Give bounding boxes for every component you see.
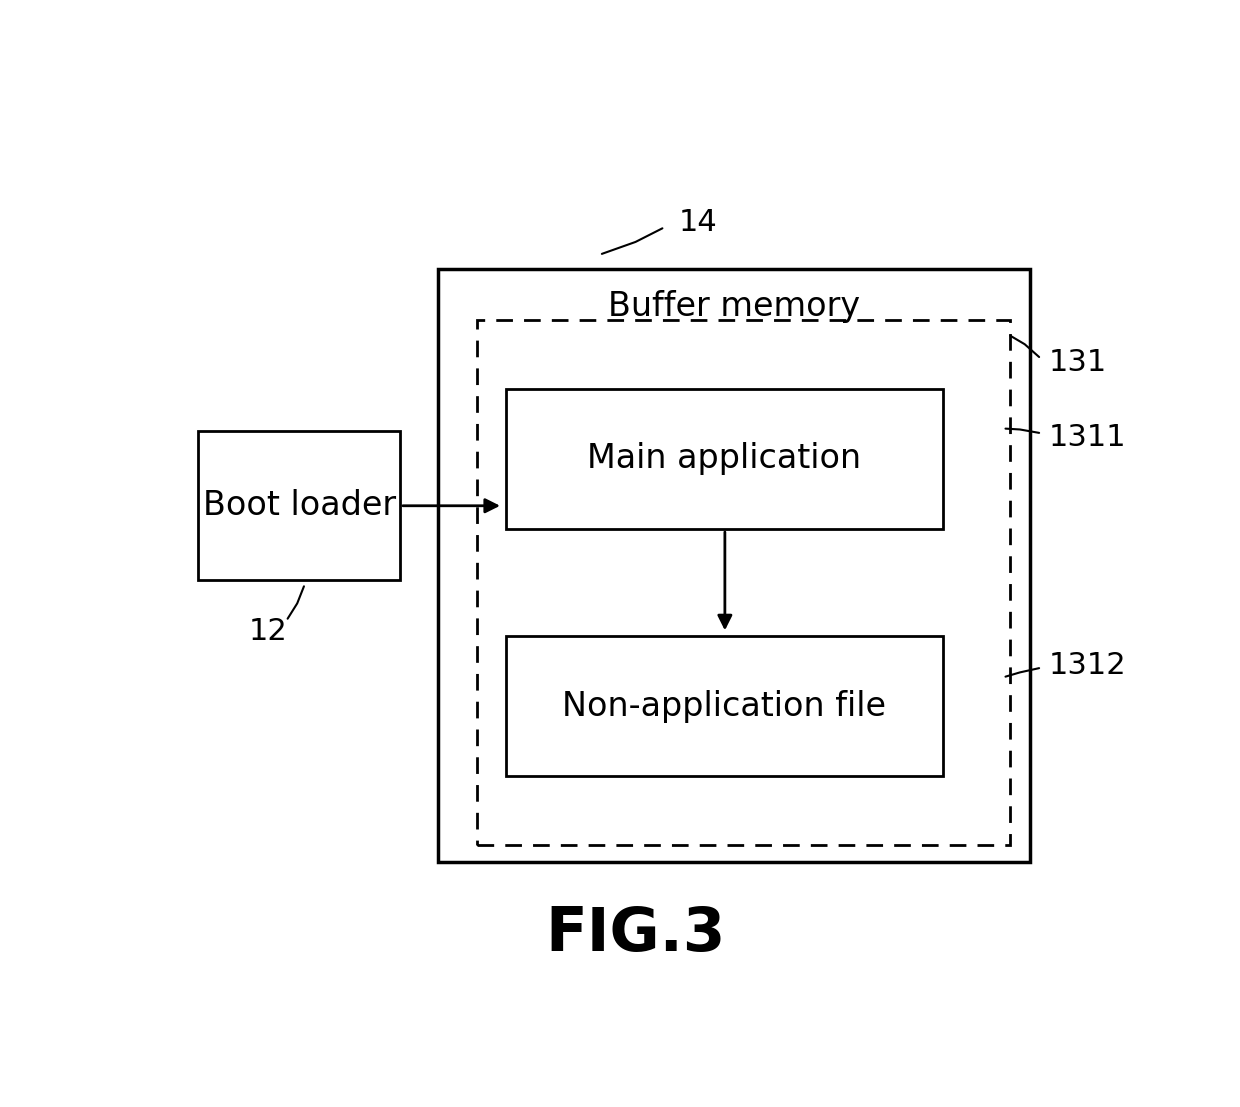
Text: 1312: 1312	[1049, 651, 1126, 680]
Text: 1311: 1311	[1049, 423, 1126, 452]
Text: 12: 12	[249, 617, 288, 646]
Text: Boot loader: Boot loader	[202, 489, 396, 523]
Bar	[439, 269, 1029, 861]
Text: 131: 131	[1049, 349, 1107, 377]
Bar	[198, 432, 401, 580]
Text: FIG.3: FIG.3	[546, 904, 725, 963]
Text: 14: 14	[678, 208, 718, 237]
Text: Main application: Main application	[588, 443, 862, 475]
Text: Buffer memory: Buffer memory	[608, 290, 861, 323]
Text: Non-application file: Non-application file	[563, 690, 887, 723]
Bar	[506, 389, 942, 529]
Bar	[477, 320, 1011, 845]
Bar	[506, 635, 942, 776]
